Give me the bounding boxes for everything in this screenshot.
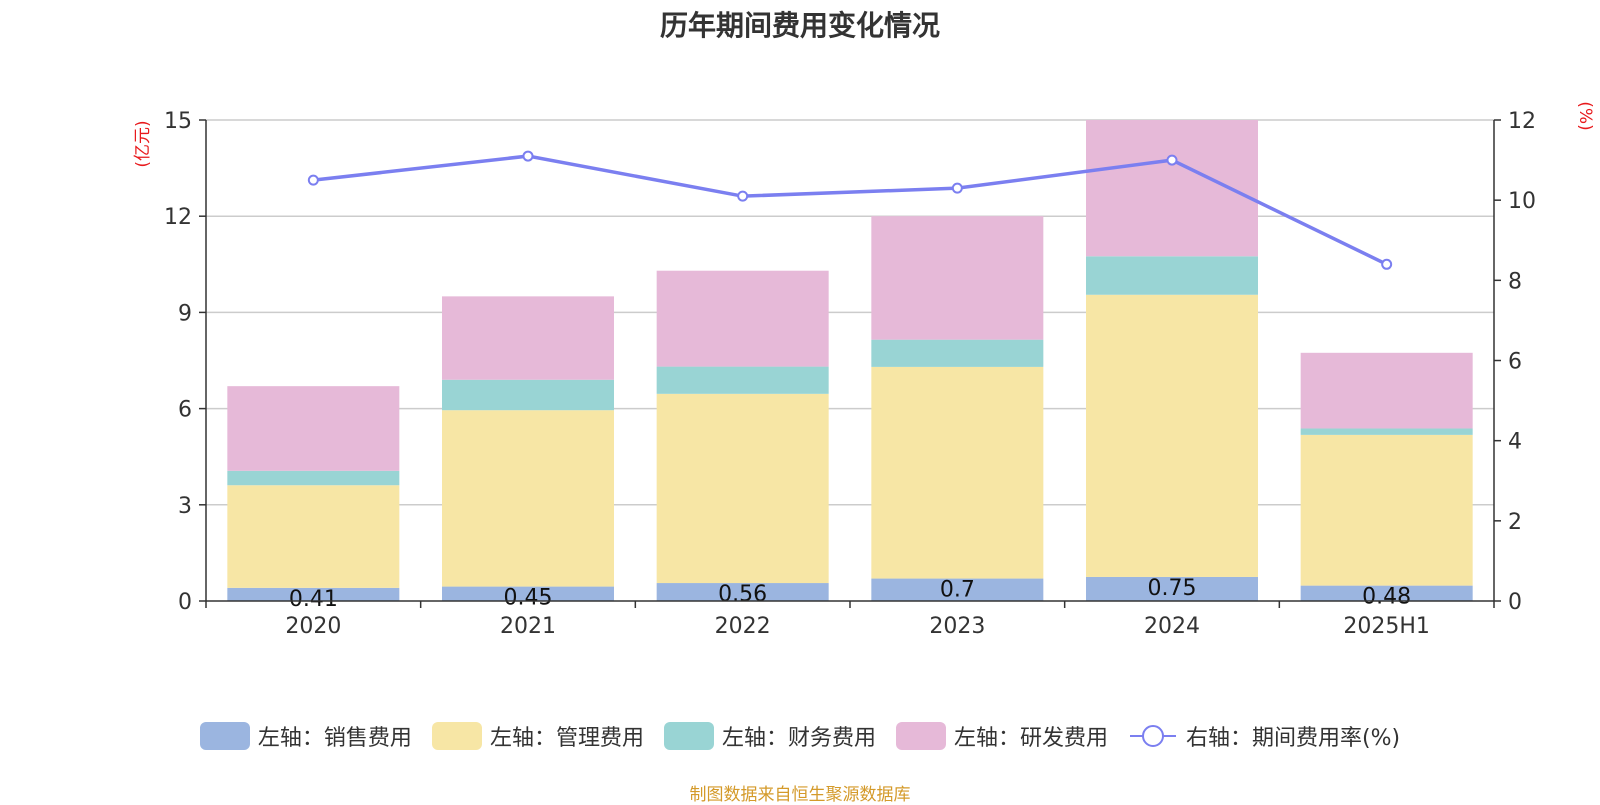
rate-point-2024 — [1166, 154, 1178, 166]
right-axis-tick-label: 0 — [1508, 590, 1522, 615]
x-axis-tick-label: 2020 — [285, 614, 341, 639]
legend-label-rd: 左轴：研发费用 — [953, 726, 1108, 751]
left-axis-tick-label: 12 — [164, 205, 192, 230]
bar-value-label: 0.41 — [289, 587, 338, 612]
bar-rd-2023 — [871, 216, 1044, 340]
legend-item-rd[interactable]: 左轴：研发费用 — [895, 720, 1108, 752]
bar-sales-2025H1 — [1300, 585, 1473, 601]
bar-admin-2020 — [227, 485, 400, 588]
right-axis-tick-label: 6 — [1508, 350, 1522, 375]
bar-series — [227, 120, 1473, 601]
bar-admin-2024 — [1086, 294, 1258, 577]
bar-sales-2020 — [227, 587, 400, 601]
axes: 0 3 6 9 12 15 0 2 4 6 8 10 12 2020 2021 2022 2023 2024 202… — [164, 109, 1536, 639]
rate-point-2020 — [307, 174, 319, 186]
bar-finance-2023 — [871, 339, 1044, 367]
bar-sales-2023 — [871, 578, 1044, 601]
x-axis-tick-label: 2023 — [929, 614, 985, 639]
legend-label-finance: 左轴：财务费用 — [721, 726, 876, 751]
grid-lines — [206, 119, 1494, 506]
legend-item-finance[interactable]: 左轴：财务费用 — [663, 720, 876, 752]
legend-item-sales[interactable]: 左轴：销售费用 — [199, 720, 412, 752]
bar-value-label: 0.45 — [504, 586, 553, 611]
bar-value-label: 0.7 — [940, 578, 975, 603]
bar-sales-2022 — [656, 583, 829, 601]
bar-admin-2025H1 — [1300, 434, 1473, 586]
left-axis-unit: (亿元) — [133, 120, 153, 167]
rate-point-2023 — [951, 182, 963, 194]
rate-point-2022 — [737, 190, 749, 202]
bar-rd-2020 — [227, 386, 400, 471]
right-axis-tick-label: 10 — [1508, 189, 1536, 214]
bar-rd-2025H1 — [1300, 352, 1473, 429]
legend-swatch-sales — [199, 722, 250, 750]
x-axis-tick-label: 2024 — [1144, 614, 1200, 639]
bar-finance-2020 — [227, 470, 400, 486]
left-axis-tick-label: 3 — [178, 494, 192, 519]
left-axis-tick-label: 15 — [164, 109, 192, 134]
bar-rd-2021 — [442, 296, 614, 380]
legend-swatch-admin — [431, 722, 482, 750]
legend-swatch-rd — [895, 722, 946, 750]
source-note: 制图数据来自恒生聚源数据库 — [689, 785, 911, 805]
bar-finance-2024 — [1086, 256, 1258, 295]
bar-finance-2025H1 — [1300, 428, 1473, 435]
left-axis-tick-label: 9 — [178, 301, 192, 326]
bar-admin-2022 — [656, 393, 829, 584]
x-axis-tick-label: 2025H1 — [1343, 614, 1430, 639]
x-axis-tick-label: 2021 — [500, 614, 556, 639]
right-axis-tick-label: 12 — [1508, 109, 1536, 134]
rate-point-2025H1 — [1381, 258, 1393, 270]
legend: 左轴：销售费用 左轴：管理费用 左轴：财务费用 左轴：研发费用 右轴：期间费用率… — [0, 718, 1600, 754]
right-axis-tick-label: 4 — [1508, 430, 1522, 455]
bar-finance-2021 — [442, 379, 614, 411]
left-axis-tick-label: 6 — [178, 398, 192, 423]
bar-finance-2022 — [656, 366, 829, 394]
rate-line — [313, 154, 1388, 266]
right-axis-tick-label: 8 — [1508, 269, 1522, 294]
bar-value-label: 0.56 — [718, 582, 767, 607]
bar-value-label: 0.48 — [1362, 585, 1411, 610]
left-axis-tick-label: 0 — [178, 590, 192, 615]
bar-sales-2021 — [442, 586, 614, 601]
rate-point-2021 — [522, 150, 534, 162]
bar-admin-2021 — [442, 410, 614, 587]
bar-value-label: 0.75 — [1148, 576, 1197, 601]
legend-label-admin: 左轴：管理费用 — [489, 726, 644, 751]
bar-admin-2023 — [871, 366, 1044, 579]
right-axis-tick-label: 2 — [1508, 510, 1522, 535]
bar-rd-2022 — [656, 270, 829, 367]
x-axis-tick-label: 2022 — [715, 614, 771, 639]
legend-line-marker-icon — [1129, 725, 1176, 747]
legend-item-rate[interactable]: 右轴：期间费用率(%) — [1128, 720, 1400, 752]
bar-value-labels: 0.41 0.45 0.56 0.7 0.75 0.48 — [289, 576, 1411, 612]
rate-line-series — [307, 150, 1393, 270]
legend-swatch-finance — [663, 722, 714, 750]
right-axis-unit: (%) — [1575, 101, 1595, 130]
bar-sales-2024 — [1086, 576, 1258, 601]
legend-label-rate: 右轴：期间费用率(%) — [1185, 726, 1401, 751]
legend-item-admin[interactable]: 左轴：管理费用 — [431, 720, 644, 752]
legend-label-sales: 左轴：销售费用 — [257, 726, 412, 751]
chart-title: 历年期间费用变化情况 — [659, 9, 940, 42]
